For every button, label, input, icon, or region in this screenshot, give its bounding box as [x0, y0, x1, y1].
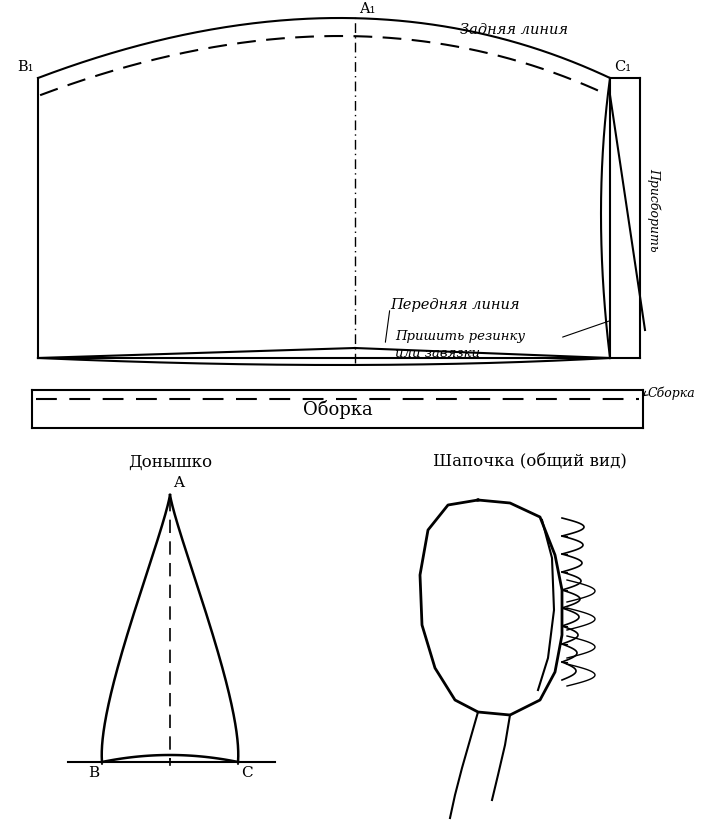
Text: Оборка: Оборка [302, 400, 372, 419]
Text: B: B [88, 766, 99, 780]
Text: A₁: A₁ [359, 2, 376, 16]
Text: A: A [173, 476, 184, 490]
Text: Пришить резинку
или завязки: Пришить резинку или завязки [395, 330, 525, 360]
Text: Донышко: Донышко [128, 453, 212, 471]
Text: Передняя линия: Передняя линия [390, 298, 520, 312]
Text: Задняя линия: Задняя линия [460, 23, 568, 37]
Text: B₁: B₁ [18, 60, 34, 74]
Text: Сборка: Сборка [648, 386, 696, 400]
Text: Шапочка (общий вид): Шапочка (общий вид) [433, 453, 627, 471]
Text: C₁: C₁ [614, 60, 631, 74]
Text: C: C [241, 766, 252, 780]
Text: Присборить: Присборить [647, 168, 661, 252]
